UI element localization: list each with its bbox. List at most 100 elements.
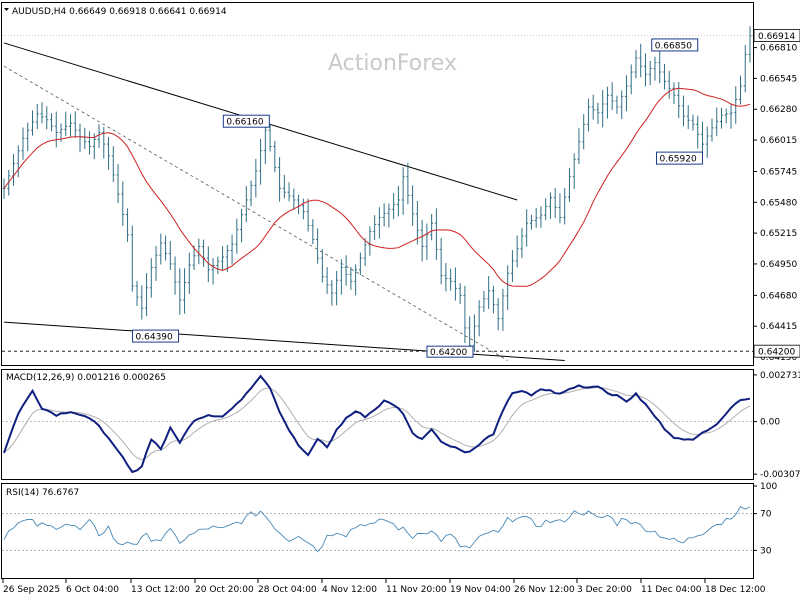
candle (729, 104, 733, 129)
candle (515, 235, 519, 268)
candle (339, 259, 343, 295)
candle (506, 265, 510, 311)
macd-panel-frame (1, 369, 754, 480)
candle (320, 249, 324, 283)
candle (715, 107, 719, 137)
candle (591, 94, 595, 120)
price-panel-frame (1, 2, 754, 366)
candle (491, 285, 495, 314)
candle (496, 298, 500, 331)
candle (16, 145, 20, 178)
candle (643, 53, 647, 87)
candle (472, 314, 476, 352)
price-tick-label: 0.64150 (760, 353, 797, 363)
axis-layer: 0.66810 0.66545 0.66280 0.66015 0.65745 0.654… (2, 29, 800, 595)
candle (439, 237, 443, 285)
x-tick-label: 13 Oct 12:00 (131, 585, 190, 595)
candle (634, 50, 638, 79)
candle (325, 267, 329, 294)
macd-tick-label: 0.00 (760, 418, 780, 428)
candle (662, 63, 666, 90)
candle (658, 47, 662, 84)
price-tick-label: 0.64680 (760, 291, 797, 301)
candle (667, 70, 671, 99)
moving-average-line (3, 87, 751, 287)
candle (373, 215, 377, 240)
candle (2, 178, 6, 199)
price-tick-label: 0.66015 (760, 136, 797, 146)
candle (330, 280, 334, 306)
candle (558, 193, 562, 224)
candle (244, 185, 248, 223)
x-tick-label: 3 Dec 20:00 (577, 585, 632, 595)
candle (691, 114, 695, 131)
candle (35, 104, 39, 130)
candle (415, 201, 419, 245)
candle (648, 60, 652, 86)
candle (463, 285, 467, 343)
candle (178, 268, 182, 315)
annotation-0.64200: 0.64200 (426, 345, 474, 358)
candle (525, 209, 529, 247)
candle (240, 208, 244, 243)
candle (306, 198, 310, 232)
candle (173, 256, 177, 295)
annotation-box (426, 345, 474, 358)
rsi-panel-frame (1, 483, 754, 579)
candle (696, 115, 700, 149)
support-badge (753, 344, 800, 358)
candle (287, 182, 291, 202)
candle (738, 75, 742, 105)
candle (577, 128, 581, 165)
candle (615, 95, 619, 114)
symbol-dropdown-icon[interactable] (4, 8, 9, 11)
candle (724, 108, 728, 124)
candle (297, 194, 301, 215)
candle (586, 98, 590, 132)
candle (88, 131, 92, 155)
candle (734, 86, 738, 124)
x-tick-label: 26 Sep 2025 (3, 585, 60, 595)
candle (377, 207, 381, 239)
candle (69, 114, 73, 137)
candle (629, 64, 633, 95)
rsi-tick-label: 30 (760, 546, 772, 556)
x-tick-label: 19 Nov 04:00 (450, 585, 511, 595)
candle (482, 290, 486, 312)
candle (282, 174, 286, 199)
dashed-trendline (3, 65, 508, 361)
candle (268, 123, 272, 152)
candle (273, 140, 277, 173)
candle (78, 123, 82, 153)
candle (501, 288, 505, 332)
candle (12, 154, 16, 186)
candle (387, 203, 391, 228)
annotation-text: 0.66160 (226, 118, 263, 128)
x-tick-label: 18 Dec 12:00 (705, 585, 766, 595)
candle (748, 26, 752, 63)
annotation-text: 0.66850 (655, 41, 692, 51)
candle (211, 258, 215, 285)
rsi-tick-label: 100 (760, 482, 777, 492)
candle (548, 192, 552, 219)
candle (382, 203, 386, 227)
macd-signal-line (3, 386, 751, 461)
candle (235, 218, 239, 254)
candle (686, 105, 690, 129)
candle (107, 136, 111, 170)
macd-tick-label: 0.002731 (760, 371, 800, 381)
candle (254, 158, 258, 198)
annotation-box (222, 114, 270, 128)
price-tick-label: 0.65745 (760, 167, 797, 177)
price-tick-label: 0.65215 (760, 229, 797, 239)
trendline-2 (3, 321, 565, 361)
price-tick-label: 0.64950 (760, 260, 797, 270)
annotation-box (132, 329, 180, 343)
candle (624, 75, 628, 112)
candle (411, 185, 415, 226)
rsi-tick-label: 70 (760, 510, 772, 520)
candle (21, 127, 25, 160)
candle (140, 285, 144, 320)
candle (216, 256, 220, 274)
